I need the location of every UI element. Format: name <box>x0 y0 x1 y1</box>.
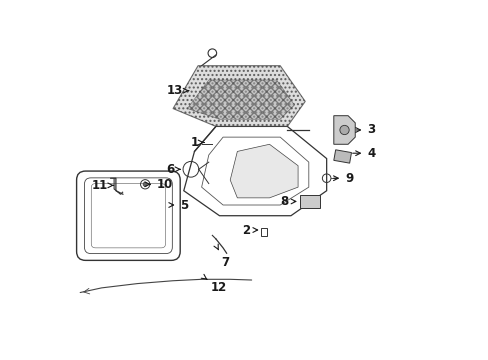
Text: 1: 1 <box>190 136 203 149</box>
Text: 5: 5 <box>168 198 188 212</box>
Text: 8: 8 <box>280 195 295 208</box>
Circle shape <box>143 182 147 186</box>
Text: 13: 13 <box>166 84 188 97</box>
Circle shape <box>339 125 348 135</box>
Bar <box>333 150 351 163</box>
Text: 2: 2 <box>242 224 257 237</box>
Text: 6: 6 <box>166 163 180 176</box>
Bar <box>260 228 266 236</box>
Text: 9: 9 <box>333 172 352 185</box>
Text: 10: 10 <box>144 178 172 191</box>
Polygon shape <box>173 66 305 126</box>
Text: 4: 4 <box>352 147 375 160</box>
Polygon shape <box>187 80 294 119</box>
Bar <box>299 195 319 208</box>
Polygon shape <box>230 144 298 198</box>
Text: 3: 3 <box>355 123 375 136</box>
Text: 12: 12 <box>201 274 226 294</box>
Text: 11: 11 <box>92 179 113 192</box>
Polygon shape <box>333 116 354 144</box>
Text: 7: 7 <box>214 244 228 269</box>
